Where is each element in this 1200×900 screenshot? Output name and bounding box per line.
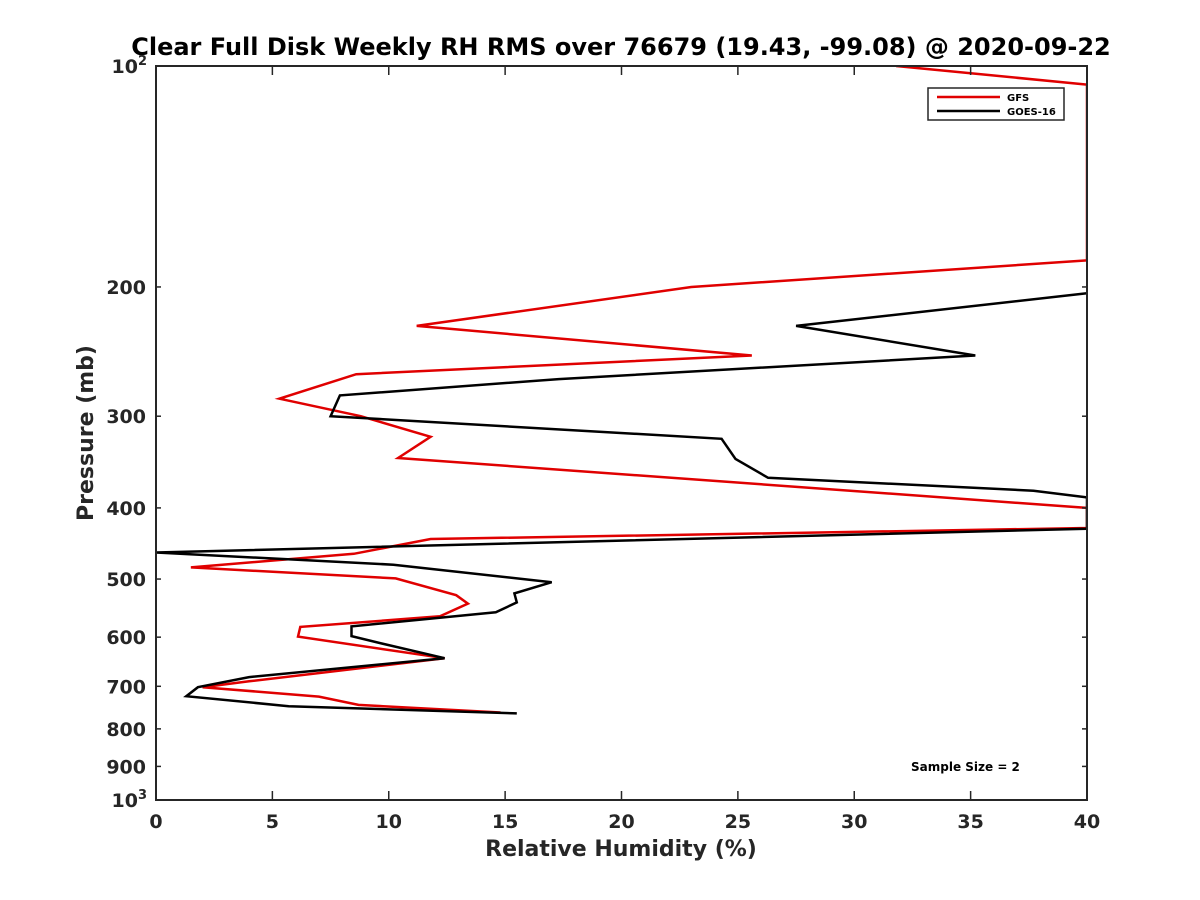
sample-size-annotation: Sample Size = 2	[911, 760, 1020, 774]
y-tick-label: 200	[106, 277, 146, 299]
chart-title: Clear Full Disk Weekly RH RMS over 76679…	[131, 33, 1111, 61]
y-tick-label: 10	[112, 790, 138, 812]
legend-label-gfs: GFS	[1007, 93, 1029, 104]
x-axis: 0 5 10 15 20 25 30 35 40	[149, 66, 1100, 833]
x-tick-label: 25	[725, 811, 751, 833]
x-tick-label: 40	[1074, 811, 1100, 833]
x-tick-label: 10	[376, 811, 402, 833]
y-axis-label: Pressure (mb)	[74, 345, 99, 521]
series-layer	[156, 66, 1087, 715]
series-line-goes-16	[156, 292, 1087, 715]
y-tick-label: 900	[106, 756, 146, 778]
x-tick-label: 0	[149, 811, 162, 833]
legend-box	[927, 87, 1065, 121]
y-tick-label: 10	[112, 56, 138, 78]
y-tick-label: 300	[106, 406, 146, 428]
x-tick-label: 35	[957, 811, 983, 833]
y-tick-exponent: 3	[138, 788, 147, 803]
y-tick-label: 800	[106, 719, 146, 741]
legend: GFS GOES-16	[927, 87, 1065, 121]
x-axis-label: Relative Humidity (%)	[485, 837, 757, 862]
x-tick-label: 15	[492, 811, 518, 833]
y-tick-label: 400	[106, 498, 146, 520]
x-tick-label: 5	[266, 811, 279, 833]
y-tick-label: 700	[106, 676, 146, 698]
x-tick-label: 20	[608, 811, 634, 833]
y-tick-exponent: 2	[138, 54, 147, 69]
y-tick-label: 600	[106, 627, 146, 649]
x-tick-label: 30	[841, 811, 867, 833]
legend-label-goes-16: GOES-16	[1007, 107, 1056, 118]
y-tick-label: 500	[106, 569, 146, 591]
